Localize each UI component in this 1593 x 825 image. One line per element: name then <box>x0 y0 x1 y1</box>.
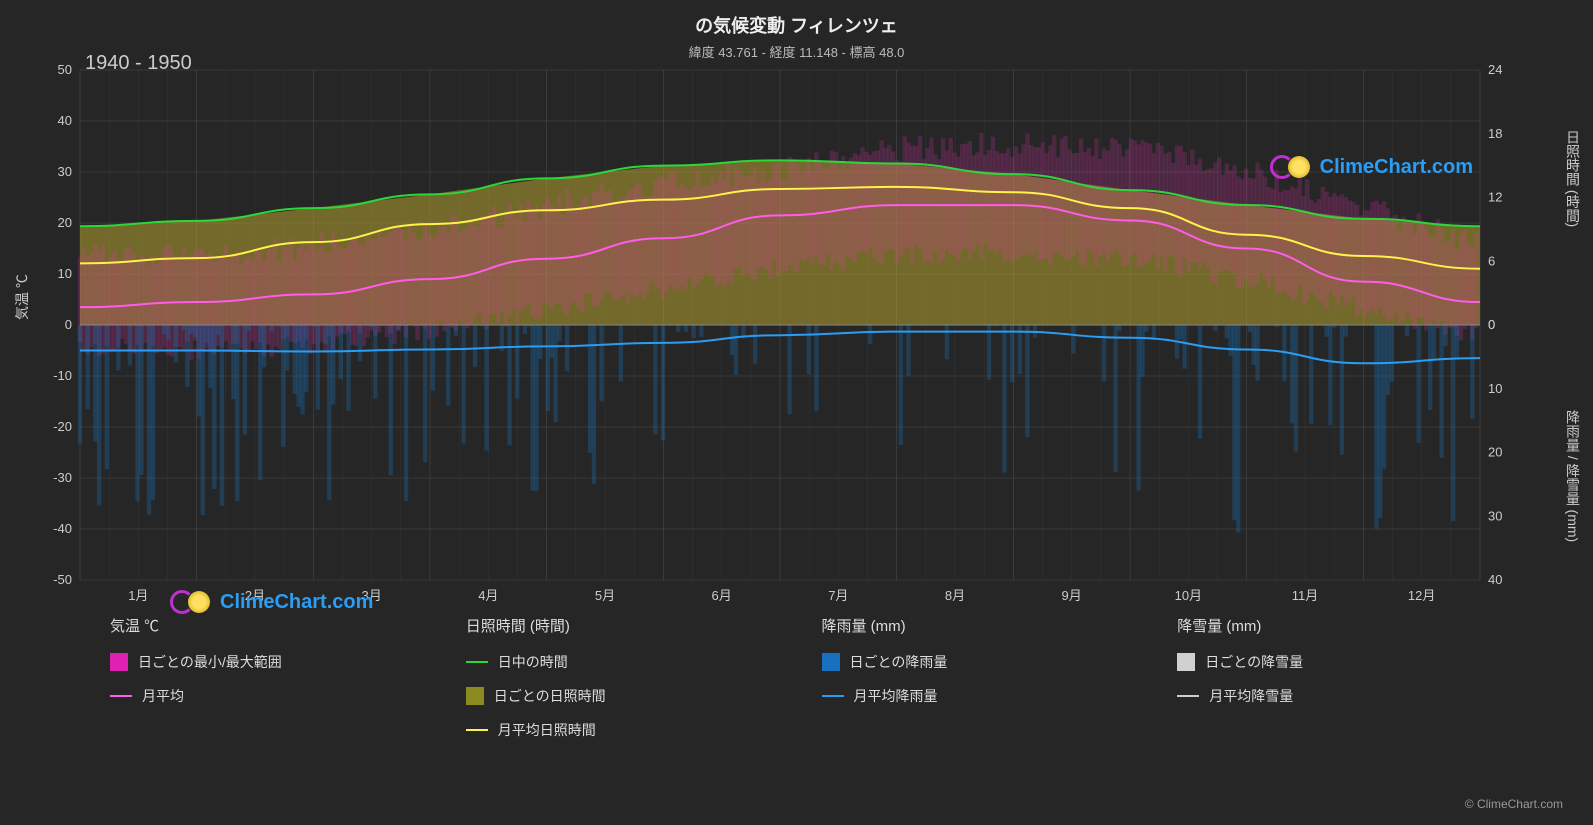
svg-text:-30: -30 <box>53 470 72 485</box>
swatch-box <box>466 687 484 705</box>
swatch-line <box>466 729 488 731</box>
svg-text:10: 10 <box>1488 381 1502 396</box>
legend-item: 月平均降雪量 <box>1177 686 1533 706</box>
temp-range-band <box>80 133 1476 360</box>
legend-label: 日中の時間 <box>498 652 568 672</box>
swatch-box <box>822 653 840 671</box>
legend-label: 日ごとの最小/最大範囲 <box>138 652 282 672</box>
svg-text:-20: -20 <box>53 419 72 434</box>
svg-text:50: 50 <box>58 62 72 77</box>
legend-item: 日中の時間 <box>466 652 822 672</box>
legend-item: 月平均日照時間 <box>466 720 822 740</box>
svg-text:12: 12 <box>1488 190 1502 205</box>
legend-label: 月平均日照時間 <box>498 720 596 740</box>
svg-text:6: 6 <box>1488 253 1495 268</box>
y-axis-right-bottom-label: 降雨量 / 降雪量 (mm) <box>1563 410 1583 542</box>
svg-text:-10: -10 <box>53 368 72 383</box>
svg-text:4月: 4月 <box>478 588 498 603</box>
legend-label: 日ごとの日照時間 <box>494 686 606 706</box>
legend-heading: 気温 ℃ <box>110 615 466 636</box>
svg-text:3月: 3月 <box>362 588 382 603</box>
legend-heading: 降雪量 (mm) <box>1177 615 1533 636</box>
copyright-text: © ClimeChart.com <box>1465 797 1563 811</box>
svg-text:6月: 6月 <box>712 588 732 603</box>
swatch-line <box>110 695 132 697</box>
legend-heading: 日照時間 (時間) <box>466 615 822 636</box>
svg-text:40: 40 <box>1488 572 1502 587</box>
chart-title: の気候変動 フィレンツェ <box>0 0 1593 38</box>
swatch-line <box>822 695 844 697</box>
svg-text:30: 30 <box>1488 508 1502 523</box>
legend-item: 日ごとの最小/最大範囲 <box>110 652 466 672</box>
svg-text:24: 24 <box>1488 62 1502 77</box>
svg-text:8月: 8月 <box>945 588 965 603</box>
svg-text:2月: 2月 <box>245 588 265 603</box>
legend-label: 月平均 <box>142 686 184 706</box>
watermark-logo-bottom: ClimeChart.com <box>170 590 373 614</box>
svg-text:1月: 1月 <box>128 588 148 603</box>
svg-text:30: 30 <box>58 164 72 179</box>
svg-text:12月: 12月 <box>1408 588 1435 603</box>
legend-col-sunshine: 日照時間 (時間) 日中の時間日ごとの日照時間月平均日照時間 <box>466 615 822 754</box>
legend-item: 月平均 <box>110 686 466 706</box>
swatch-line <box>1177 695 1199 697</box>
legend-item: 日ごとの降雪量 <box>1177 652 1533 672</box>
swatch-box <box>110 653 128 671</box>
legend-col-temp: 気温 ℃ 日ごとの最小/最大範囲月平均 <box>110 615 466 754</box>
legend-item: 日ごとの日照時間 <box>466 686 822 706</box>
svg-text:40: 40 <box>58 113 72 128</box>
svg-text:-50: -50 <box>53 572 72 587</box>
legend-label: 日ごとの降雨量 <box>850 652 948 672</box>
svg-text:10月: 10月 <box>1175 588 1202 603</box>
legend-item: 月平均降雨量 <box>822 686 1178 706</box>
svg-text:18: 18 <box>1488 126 1502 141</box>
swatch-line <box>466 661 488 663</box>
legend-label: 月平均降雪量 <box>1209 686 1293 706</box>
swatch-box <box>1177 653 1195 671</box>
svg-text:0: 0 <box>65 317 72 332</box>
svg-text:9月: 9月 <box>1062 588 1082 603</box>
legend-label: 日ごとの降雪量 <box>1205 652 1303 672</box>
legend-col-snow: 降雪量 (mm) 日ごとの降雪量月平均降雪量 <box>1177 615 1533 754</box>
legend-label: 月平均降雨量 <box>854 686 938 706</box>
chart-legend: 気温 ℃ 日ごとの最小/最大範囲月平均 日照時間 (時間) 日中の時間日ごとの日… <box>110 615 1533 754</box>
svg-text:5月: 5月 <box>595 588 615 603</box>
y-axis-left-label: 気温 ℃ <box>12 274 32 320</box>
svg-text:10: 10 <box>58 266 72 281</box>
legend-heading: 降雨量 (mm) <box>822 615 1178 636</box>
legend-col-rain: 降雨量 (mm) 日ごとの降雨量月平均降雨量 <box>822 615 1178 754</box>
svg-text:0: 0 <box>1488 317 1495 332</box>
svg-text:20: 20 <box>58 215 72 230</box>
svg-text:11月: 11月 <box>1292 588 1319 603</box>
svg-text:7月: 7月 <box>828 588 848 603</box>
svg-text:-40: -40 <box>53 521 72 536</box>
legend-item: 日ごとの降雨量 <box>822 652 1178 672</box>
svg-text:20: 20 <box>1488 445 1502 460</box>
rain-bars <box>80 325 1472 533</box>
y-axis-right-top-label: 日照時間 (時間) <box>1563 130 1583 227</box>
chart-plot-area: -50-40-30-20-100102030405006121824010203… <box>80 70 1480 580</box>
chart-subtitle: 緯度 43.761 - 経度 11.148 - 標高 48.0 <box>0 38 1593 61</box>
chart-svg: -50-40-30-20-100102030405006121824010203… <box>80 70 1480 580</box>
